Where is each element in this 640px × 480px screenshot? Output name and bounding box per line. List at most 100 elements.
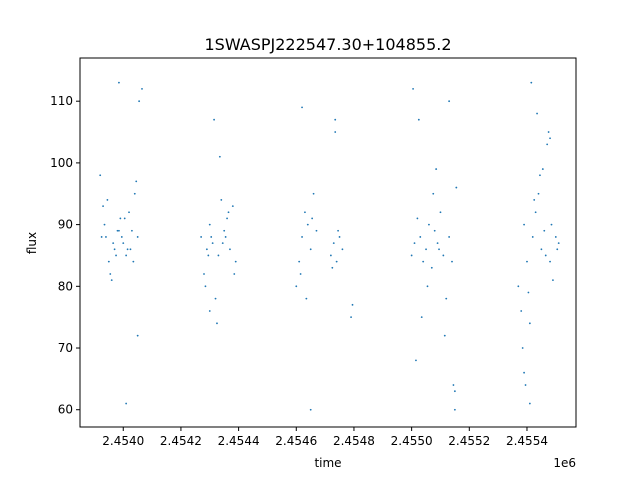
data-point — [549, 137, 551, 140]
data-point — [413, 242, 416, 245]
data-point — [557, 242, 560, 245]
data-point — [334, 118, 337, 121]
data-point — [453, 390, 456, 393]
data-point — [451, 260, 453, 263]
data-point — [103, 223, 106, 226]
data-point — [541, 168, 544, 170]
y-tick-label: 60 — [58, 403, 73, 417]
data-point — [433, 229, 436, 232]
data-point — [138, 100, 141, 103]
data-point — [552, 279, 554, 282]
data-point — [218, 155, 221, 158]
data-point — [527, 291, 530, 294]
data-point — [118, 229, 120, 232]
data-point — [540, 248, 543, 251]
data-point — [443, 334, 446, 337]
data-point — [122, 242, 125, 245]
data-point — [298, 260, 301, 263]
data-point — [229, 248, 231, 251]
x-tick-label: 2.4546 — [275, 434, 317, 448]
x-axis-label: time — [314, 456, 341, 470]
data-point — [549, 260, 551, 263]
data-point — [539, 174, 541, 177]
data-point — [295, 285, 298, 288]
data-point — [331, 266, 334, 269]
x-tick-label: 2.4552 — [448, 434, 490, 448]
data-point — [309, 408, 312, 411]
chart-title: 1SWASPJ222547.30+104855.2 — [204, 35, 451, 54]
data-point — [521, 347, 524, 349]
data-point — [133, 192, 136, 195]
data-point — [217, 254, 220, 257]
data-point — [207, 254, 210, 257]
data-point — [537, 192, 540, 195]
data-point — [125, 254, 128, 257]
data-point — [524, 384, 527, 386]
data-point — [530, 81, 533, 84]
data-point — [208, 310, 211, 312]
data-point — [112, 242, 115, 245]
data-point — [536, 112, 538, 115]
data-point — [223, 229, 226, 232]
data-point — [338, 236, 341, 238]
data-point — [550, 223, 553, 226]
data-point — [141, 87, 143, 90]
data-point — [517, 285, 520, 288]
data-point — [125, 402, 128, 405]
data-point — [227, 211, 230, 214]
data-point — [234, 260, 237, 263]
data-point — [221, 242, 224, 245]
data-point — [546, 143, 549, 146]
data-point — [214, 297, 217, 300]
data-point — [420, 316, 423, 319]
data-point — [102, 205, 104, 207]
data-point — [445, 297, 448, 300]
data-point — [109, 273, 112, 275]
data-point — [126, 248, 129, 251]
data-point — [544, 254, 547, 257]
data-point — [135, 180, 138, 183]
data-point — [351, 303, 354, 306]
data-point — [448, 236, 451, 238]
y-tick-label: 70 — [58, 341, 73, 355]
data-point — [213, 118, 215, 121]
data-point — [412, 87, 414, 90]
data-point — [136, 236, 139, 238]
data-point — [226, 217, 228, 220]
x-tick-label: 2.4554 — [506, 434, 548, 448]
x-tick-label: 2.4550 — [391, 434, 433, 448]
data-point — [337, 229, 339, 232]
data-point — [113, 248, 116, 251]
data-point — [528, 402, 531, 405]
data-point — [309, 248, 312, 251]
x-tick-label: 2.4548 — [333, 434, 375, 448]
data-point — [107, 260, 110, 263]
data-point — [304, 211, 306, 214]
data-point — [341, 248, 344, 251]
data-point — [526, 260, 528, 263]
y-tick-label: 100 — [50, 156, 73, 170]
y-tick-label: 110 — [50, 94, 73, 108]
data-point — [115, 254, 117, 257]
data-point — [231, 205, 234, 207]
data-point — [211, 242, 214, 245]
data-point — [123, 217, 126, 220]
x-tick-label: 2.4542 — [160, 434, 202, 448]
data-point — [203, 273, 205, 275]
data-point — [329, 254, 332, 257]
data-point — [315, 229, 318, 232]
data-point — [233, 273, 236, 275]
data-point — [426, 285, 429, 288]
data-point — [204, 285, 207, 288]
data-point — [439, 211, 442, 214]
data-point — [306, 223, 309, 226]
data-point — [448, 100, 451, 103]
data-point — [299, 273, 302, 275]
data-point — [533, 199, 536, 201]
data-point — [520, 310, 523, 312]
data-point — [105, 236, 107, 238]
data-point — [311, 217, 314, 220]
data-point — [554, 236, 557, 238]
y-axis: 60 70 80 90 100 110 — [50, 94, 80, 417]
